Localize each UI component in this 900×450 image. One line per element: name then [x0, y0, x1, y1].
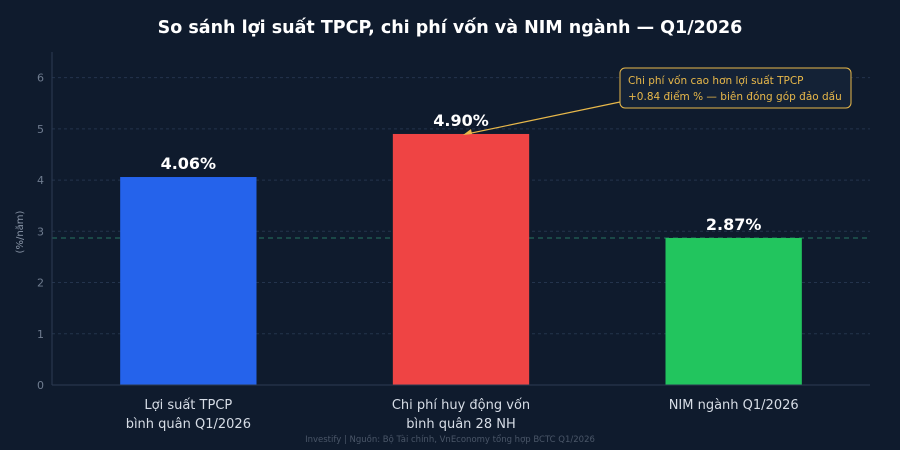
x-tick-label: bình quân 28 NH — [406, 417, 515, 432]
y-tick-label: 2 — [37, 277, 44, 290]
y-tick-label: 3 — [37, 225, 44, 238]
annotation-text: Chi phí vốn cao hơn lợi suất TPCP — [628, 75, 804, 87]
y-tick-label: 4 — [37, 174, 44, 187]
y-tick-label: 5 — [37, 123, 44, 136]
annotation-box — [619, 67, 852, 109]
bar — [120, 177, 257, 385]
y-tick-label: 6 — [37, 72, 44, 85]
x-tick-label: bình quân Q1/2026 — [126, 417, 251, 432]
annotation: Chi phí vốn cao hơn lợi suất TPCP +0.84 đ… — [463, 67, 852, 135]
y-axis-label: (%/năm) — [15, 210, 26, 253]
x-tick-label: Chi phí huy động vốn — [392, 398, 530, 413]
x-tick-label: Lợi suất TPCP — [144, 398, 232, 413]
bars: 4.06% 4.90% 2.87% — [120, 111, 802, 385]
chart-title: So sánh lợi suất TPCP, chi phí vốn và NI… — [158, 17, 743, 38]
bar-value-label: 2.87% — [706, 215, 762, 234]
annotation-arrowhead — [463, 128, 472, 135]
bar — [665, 237, 802, 385]
bar — [392, 133, 530, 385]
y-tick-label: 1 — [37, 328, 44, 341]
bar-value-label: 4.06% — [161, 154, 217, 173]
y-tick-label: 0 — [37, 379, 44, 392]
bar-value-label: 4.90% — [433, 111, 489, 130]
x-tick-label: NIM ngành Q1/2026 — [669, 398, 799, 413]
annotation-arrow — [466, 101, 621, 135]
axes: 0 1 2 3 4 5 6 Lợi suất TPCP bình quân Q1/2026 Chi… — [37, 52, 870, 432]
annotation-text: +0.84 điểm % — biên đóng góp đảo dấu — [628, 90, 842, 103]
source-note: Investify | Nguồn: Bộ Tài chính, VnEcono… — [305, 434, 595, 445]
